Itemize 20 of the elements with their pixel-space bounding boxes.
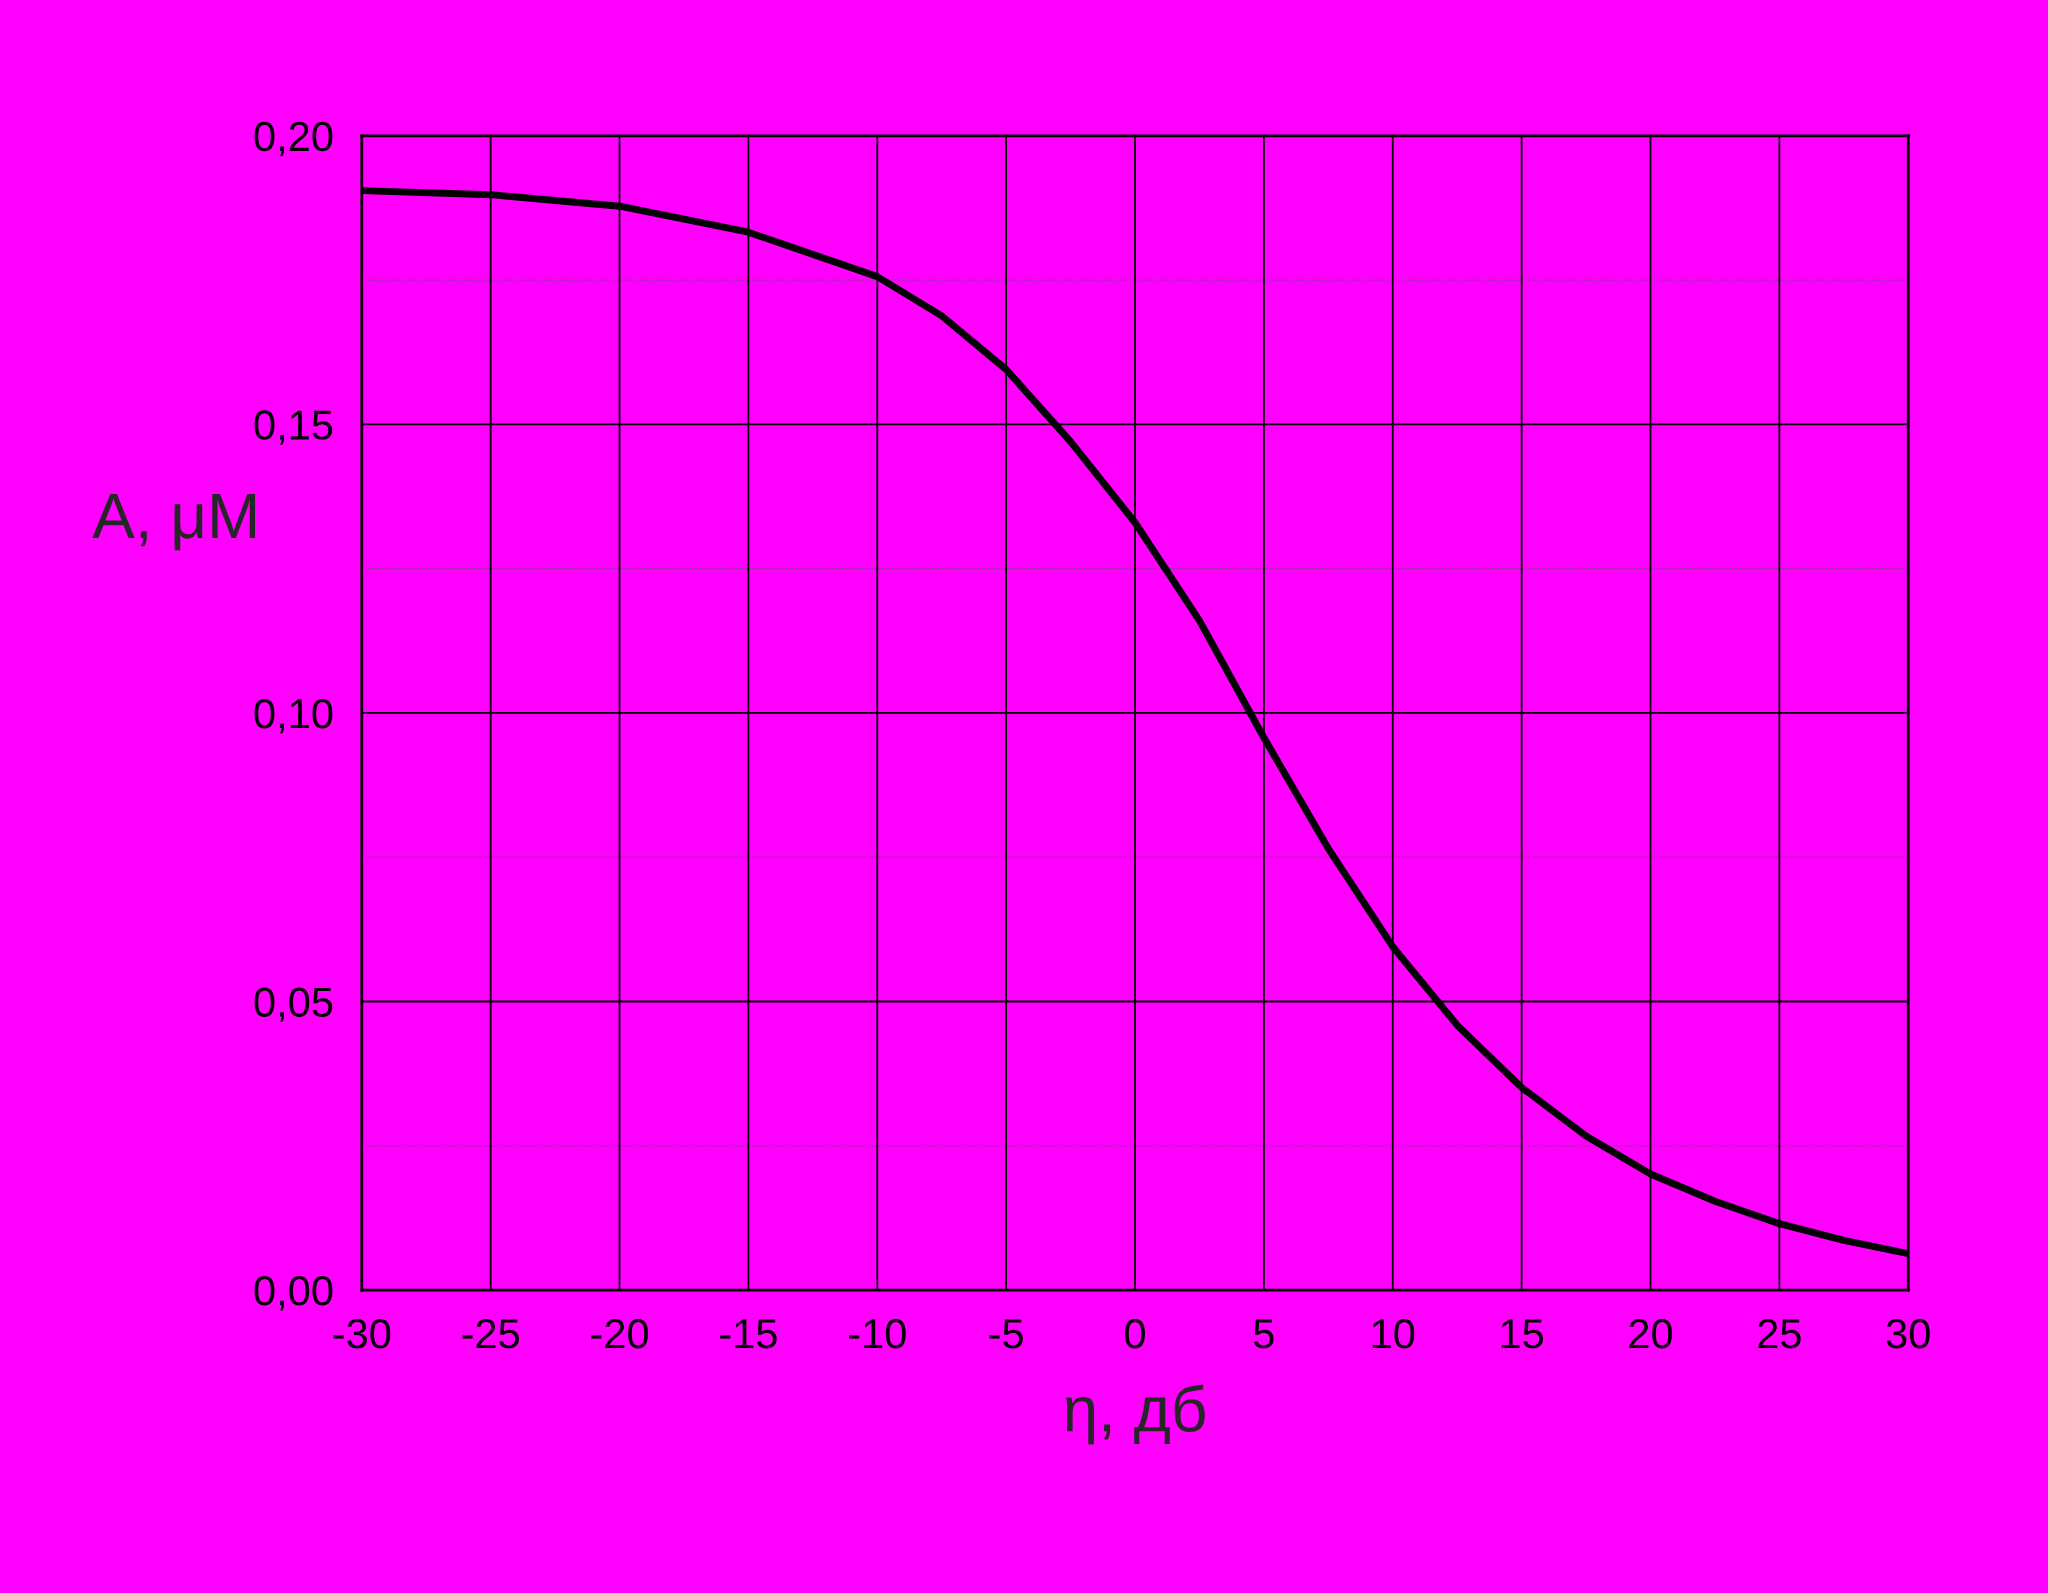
x-tick-label: 10 xyxy=(1372,1318,1415,1349)
x-tick-label: 20 xyxy=(1629,1318,1673,1349)
x-tick-label: 5 xyxy=(1253,1319,1274,1349)
x-tick-label: -5 xyxy=(989,1319,1023,1349)
x-tick-label: 15 xyxy=(1501,1319,1544,1349)
y-tick-label: 0,15 xyxy=(254,410,333,445)
x-tick-label: -20 xyxy=(591,1318,649,1349)
x-tick-label: -15 xyxy=(720,1319,777,1349)
x-axis-title: η, дб xyxy=(1065,1384,1205,1445)
x-tick-label: -10 xyxy=(849,1318,906,1349)
y-tick-label: 0,20 xyxy=(254,121,333,157)
y-tick-label: 0,10 xyxy=(254,698,333,734)
y-tick-label: 0,05 xyxy=(254,987,333,1022)
x-tick-label: -25 xyxy=(462,1318,520,1349)
x-tick-label: 30 xyxy=(1886,1318,1930,1349)
y-axis-title: A, μM xyxy=(92,494,256,551)
x-tick-label: -30 xyxy=(333,1318,391,1349)
x-tick-label: 25 xyxy=(1758,1318,1801,1349)
x-tick-label: 0 xyxy=(1125,1318,1145,1349)
y-tick-label: 0,00 xyxy=(254,1276,333,1311)
